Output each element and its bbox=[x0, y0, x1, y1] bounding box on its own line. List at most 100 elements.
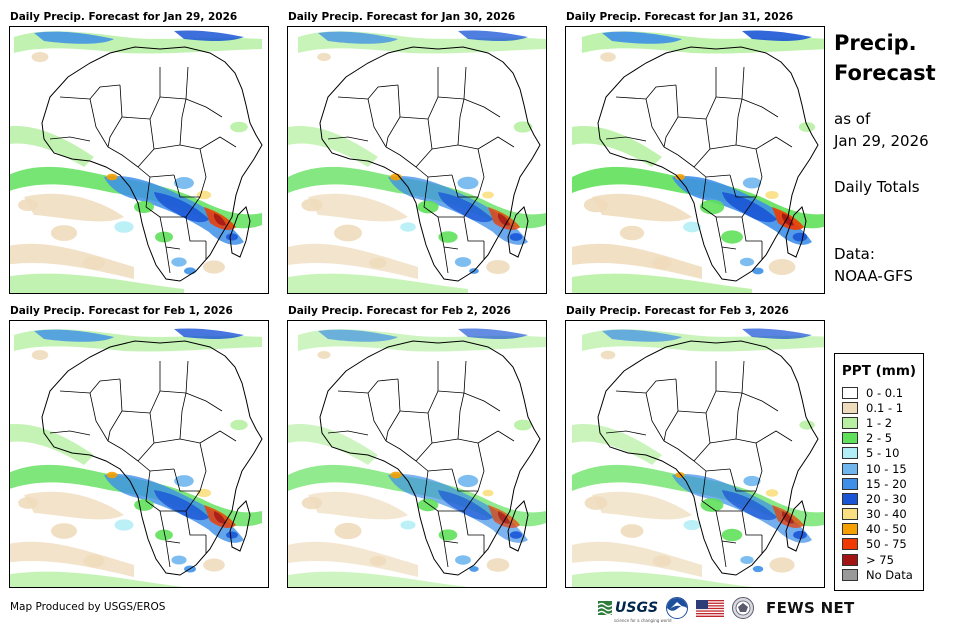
precip-cell bbox=[203, 558, 225, 572]
precip-cell bbox=[769, 557, 795, 573]
precip-band bbox=[318, 329, 398, 342]
country-border bbox=[423, 470, 439, 512]
precip-cell bbox=[486, 259, 510, 275]
country-border bbox=[735, 98, 743, 146]
precip-cell bbox=[752, 565, 764, 573]
legend-label: No Data bbox=[866, 567, 913, 582]
country-border bbox=[437, 360, 467, 394]
country-border bbox=[431, 144, 479, 150]
panel-title-5: Daily Precip. Forecast for Feb 2, 2026 bbox=[288, 305, 511, 317]
precip-cell bbox=[106, 471, 118, 479]
precip-band bbox=[288, 243, 418, 279]
africa-coastline bbox=[597, 340, 819, 576]
precip-band bbox=[458, 30, 528, 41]
precip-band bbox=[288, 273, 468, 293]
panel-title-3: Daily Precip. Forecast for Jan 31, 2026 bbox=[566, 11, 794, 23]
country-border bbox=[121, 67, 161, 120]
precip-band bbox=[572, 126, 662, 167]
precip-cell bbox=[174, 475, 194, 487]
legend-swatch bbox=[842, 432, 858, 445]
logo-bar: USGS science for a changing world FEWS N… bbox=[598, 596, 855, 623]
precip-band bbox=[308, 491, 408, 520]
precip-cell bbox=[369, 257, 387, 269]
precip-cell bbox=[457, 474, 479, 488]
forecast-map-2 bbox=[287, 26, 547, 294]
precip-cell bbox=[226, 233, 238, 241]
country-border bbox=[605, 136, 647, 142]
country-border bbox=[735, 392, 743, 440]
forecast-map-5 bbox=[287, 320, 547, 588]
precip-cell bbox=[469, 566, 479, 572]
country-border bbox=[137, 412, 155, 462]
precip-band bbox=[214, 213, 226, 226]
precip-band bbox=[10, 541, 134, 577]
legend-swatch bbox=[842, 538, 858, 551]
precip-cell bbox=[600, 350, 616, 360]
country-border bbox=[431, 438, 479, 444]
country-border bbox=[385, 84, 401, 148]
precip-cell bbox=[230, 121, 248, 133]
precip-cell bbox=[768, 258, 796, 276]
country-border bbox=[145, 176, 161, 218]
precip-cell bbox=[114, 519, 134, 531]
country-border bbox=[173, 174, 200, 198]
country-border bbox=[709, 438, 757, 444]
country-border bbox=[693, 166, 731, 178]
country-border bbox=[755, 442, 763, 492]
precip-cell bbox=[742, 177, 762, 189]
precip-band bbox=[318, 31, 398, 44]
country-border bbox=[199, 442, 207, 492]
precip-cell bbox=[739, 257, 755, 267]
legend-item: 40 - 50 bbox=[835, 522, 923, 537]
country-border bbox=[741, 216, 762, 242]
country-border bbox=[59, 84, 121, 100]
country-border bbox=[451, 174, 478, 198]
precip-band bbox=[10, 571, 184, 587]
madagascar-coastline bbox=[229, 500, 251, 552]
country-border bbox=[367, 98, 387, 148]
side-title-line1: Precip. bbox=[834, 31, 917, 55]
precip-band bbox=[438, 192, 493, 223]
precip-cell bbox=[301, 198, 323, 212]
forecast-map-1 bbox=[9, 26, 269, 294]
precip-band bbox=[10, 273, 184, 293]
side-title: Precip. Forecast bbox=[834, 28, 936, 88]
precip-band bbox=[458, 328, 528, 339]
precip-cell bbox=[513, 419, 533, 431]
country-border bbox=[327, 430, 369, 436]
country-border bbox=[385, 378, 401, 442]
precip-cell bbox=[699, 199, 725, 215]
country-border bbox=[645, 392, 665, 442]
country-border bbox=[385, 440, 417, 462]
country-border bbox=[463, 510, 484, 536]
precip-band bbox=[34, 329, 114, 342]
country-border bbox=[199, 148, 207, 198]
precip-cell bbox=[721, 230, 743, 244]
precip-band bbox=[308, 193, 408, 222]
country-border bbox=[615, 84, 677, 100]
country-border bbox=[165, 540, 171, 568]
country-border bbox=[399, 67, 439, 120]
country-border bbox=[663, 378, 679, 442]
country-border bbox=[337, 378, 399, 394]
legend-swatch bbox=[842, 401, 858, 414]
precip-band bbox=[288, 571, 468, 587]
precip-cell bbox=[792, 232, 808, 242]
precip-band bbox=[722, 490, 777, 521]
precip-cell bbox=[620, 524, 644, 538]
country-border bbox=[457, 98, 465, 146]
country-border bbox=[199, 136, 237, 150]
country-border bbox=[721, 246, 727, 274]
country-border bbox=[385, 146, 417, 168]
precip-layer bbox=[572, 30, 824, 293]
country-border bbox=[663, 84, 679, 148]
country-border bbox=[415, 118, 433, 168]
precip-cell bbox=[334, 522, 362, 540]
legend-item: 1 - 2 bbox=[835, 415, 923, 430]
precip-band bbox=[572, 541, 702, 577]
country-border bbox=[107, 84, 123, 148]
precip-cell bbox=[134, 499, 154, 511]
precip-cell bbox=[369, 555, 387, 567]
precip-band bbox=[742, 328, 812, 339]
precip-cell bbox=[196, 190, 212, 200]
